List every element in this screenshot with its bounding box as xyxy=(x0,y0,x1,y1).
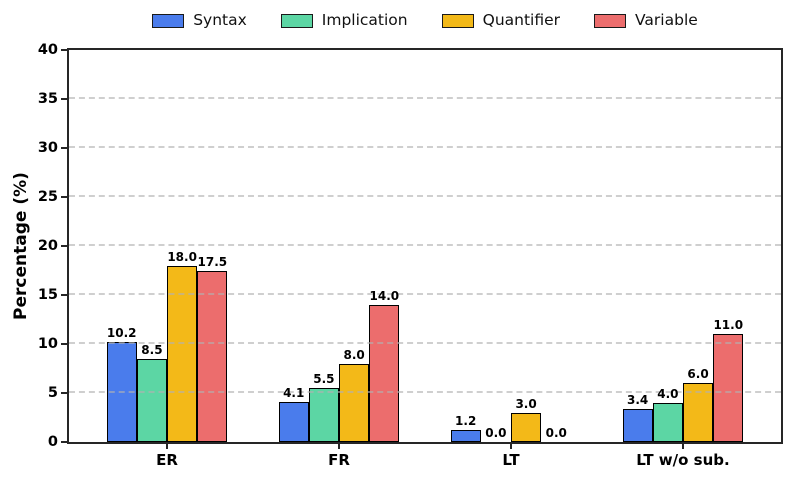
y-tick-label-5: 5 xyxy=(47,384,58,401)
bar-syntax-lt xyxy=(450,430,481,442)
bar-value-label: 3.4 xyxy=(627,392,649,407)
legend-item-quantifier: Quantifier xyxy=(441,11,561,29)
bar-value-label: 0.0 xyxy=(545,426,567,440)
bar-syntax-fr xyxy=(278,401,309,442)
bar-value-label: 0.0 xyxy=(485,426,507,440)
legend-swatch-icon xyxy=(152,13,185,28)
legend-item-variable: Variable xyxy=(594,11,698,29)
gridline-25 xyxy=(69,195,781,197)
legend-item-syntax: Syntax xyxy=(152,11,247,29)
y-tick-mark-30 xyxy=(61,147,68,149)
bar-value-label: 6.0 xyxy=(687,367,709,382)
y-tick-mark-20 xyxy=(61,245,68,247)
y-tick-mark-35 xyxy=(61,98,68,100)
legend-swatch-icon xyxy=(594,13,627,28)
bar-value-label: 11.0 xyxy=(713,318,744,333)
y-tick-label-35: 35 xyxy=(37,90,58,107)
bar-quantifier-fr xyxy=(339,363,370,442)
bar-implication-er xyxy=(136,358,168,442)
y-tick-mark-5 xyxy=(61,392,68,394)
y-tick-label-20: 20 xyxy=(37,237,58,254)
bar-variable-fr xyxy=(369,304,400,442)
y-tick-mark-25 xyxy=(61,196,68,198)
bar-implication-lt-w-o-sub- xyxy=(652,402,683,442)
gridline-20 xyxy=(69,244,781,246)
legend-item-implication: Implication xyxy=(280,11,408,29)
y-tick-label-15: 15 xyxy=(37,286,58,303)
gridline-5 xyxy=(69,391,781,393)
x-category-label: LT xyxy=(502,451,520,469)
gridline-35 xyxy=(69,97,781,99)
bar-quantifier-er xyxy=(167,265,198,442)
legend-label: Syntax xyxy=(193,11,247,29)
gridline-30 xyxy=(69,146,781,148)
y-tick-mark-15 xyxy=(61,294,68,296)
bar-value-label: 17.5 xyxy=(197,254,228,269)
legend-label: Variable xyxy=(635,11,698,29)
x-tick-mark xyxy=(166,443,169,449)
bar-value-label: 10.2 xyxy=(106,326,137,341)
bar-value-label: 8.0 xyxy=(343,347,365,362)
x-category-label: LT w/o sub. xyxy=(636,451,730,469)
bar-quantifier-lt-w-o-sub- xyxy=(682,383,714,442)
bar-value-label: 1.2 xyxy=(455,414,477,429)
bar-value-label: 3.0 xyxy=(515,396,537,411)
bar-value-label: 4.1 xyxy=(283,385,305,400)
y-tick-label-40: 40 xyxy=(37,41,58,58)
bar-value-label: 4.0 xyxy=(657,386,679,401)
legend-swatch-icon xyxy=(280,13,313,28)
y-tick-label-0: 0 xyxy=(47,433,58,450)
bar-value-label: 8.5 xyxy=(141,342,163,357)
y-tick-label-30: 30 xyxy=(37,139,58,156)
plot-area: 10.2 8.5 18.0 17.5 4.1 5.5 8.0 14.0 1.2 0.0 3.0 0.0… xyxy=(67,48,783,444)
x-tick-mark xyxy=(681,443,684,449)
bar-implication-fr xyxy=(308,388,339,442)
bar-variable-er xyxy=(197,270,228,442)
bar-quantifier-lt xyxy=(510,412,542,442)
legend: Syntax Implication Quantifier Variable xyxy=(68,11,782,29)
x-category-label: FR xyxy=(328,451,350,469)
y-tick-mark-0 xyxy=(61,441,68,443)
y-tick-label-25: 25 xyxy=(37,188,58,205)
y-tick-mark-10 xyxy=(61,343,68,345)
bar-value-label: 5.5 xyxy=(313,372,335,387)
bar-value-label: 18.0 xyxy=(167,249,197,264)
gridline-15 xyxy=(69,293,781,295)
x-category-label: ER xyxy=(156,451,178,469)
x-tick-mark xyxy=(509,443,512,449)
bar-syntax-lt-w-o-sub- xyxy=(622,408,653,442)
y-tick-mark-40 xyxy=(61,49,68,51)
legend-label: Quantifier xyxy=(482,11,561,29)
x-tick-mark xyxy=(338,443,340,449)
legend-label: Implication xyxy=(321,11,408,29)
legend-swatch-icon xyxy=(441,13,474,28)
bar-value-label: 14.0 xyxy=(369,288,400,303)
y-tick-label-10: 10 xyxy=(37,335,58,352)
gridline-10 xyxy=(69,342,781,344)
plot-inner: 10.2 8.5 18.0 17.5 4.1 5.5 8.0 14.0 1.2 0.0 3.0 0.0… xyxy=(69,50,781,442)
bar-variable-lt-w-o-sub- xyxy=(713,334,744,442)
